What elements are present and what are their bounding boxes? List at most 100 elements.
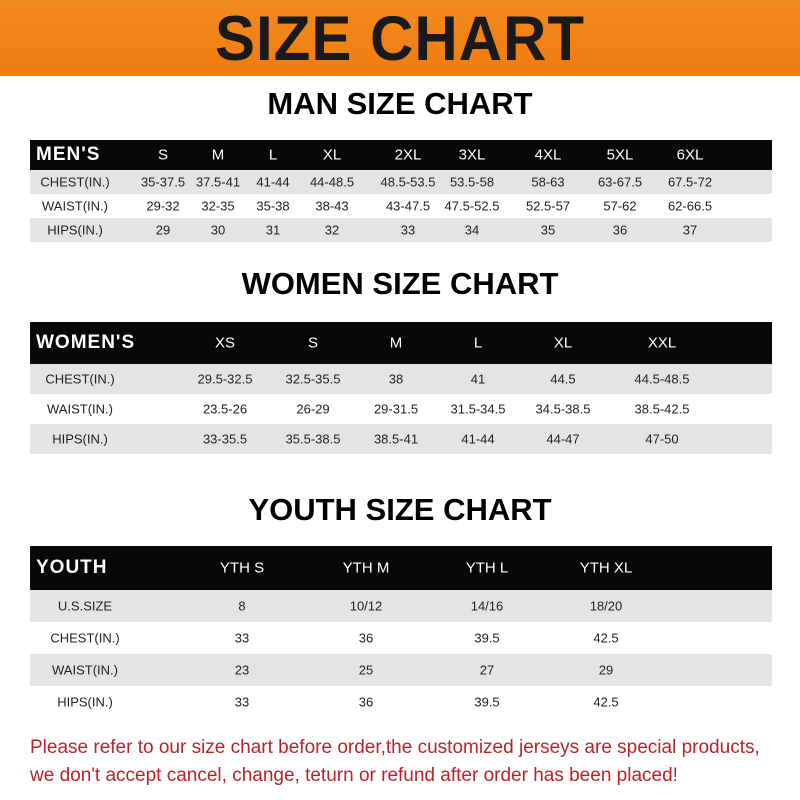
men-section-title: MAN SIZE CHART — [267, 86, 533, 121]
table-cell: 44-48.5 — [309, 174, 355, 190]
table-header-label: MEN'S — [36, 144, 101, 165]
row-label: WAIST(IN.) — [42, 198, 108, 214]
table-cell: 62-66.5 — [667, 198, 713, 214]
table-row: CHEST(IN.) 29.5-32.5 32.5-35.5 38 41 44.5 44.5… — [30, 364, 772, 394]
table-cell: 23.5-26 — [202, 401, 248, 417]
policy-note-line-1: Please refer to our size chart before or… — [30, 737, 760, 758]
size-header: 5XL — [606, 146, 634, 164]
table-cell: 39.5 — [474, 694, 500, 710]
size-header: XL — [322, 146, 342, 164]
table-cell: 26-29 — [296, 401, 330, 417]
page-title: SIZE CHART — [215, 3, 585, 74]
table-row: CHEST(IN.) 33 36 39.5 42.5 — [30, 622, 772, 654]
table-row: U.S.SIZE 8 10/12 14/16 18/20 — [30, 590, 772, 622]
table-cell: 38.5-42.5 — [634, 401, 690, 417]
size-header: YTH S — [219, 559, 265, 577]
men-size-table: MEN'S S M L XL 2XL 3XL 4XL 5XL 6XL CHEST(IN.) 35-37… — [30, 140, 772, 242]
size-header: 6XL — [676, 146, 704, 164]
table-cell: 36 — [358, 694, 374, 710]
table-row: HIPS(IN.) 33-35.5 35.5-38.5 38.5-41 41-44 44-… — [30, 424, 772, 454]
table-cell: 38.5-41 — [373, 431, 419, 447]
table-cell: 39.5 — [474, 630, 500, 646]
table-cell: 31 — [265, 222, 281, 238]
table-row: HIPS(IN.) 33 36 39.5 42.5 — [30, 686, 772, 718]
table-cell: 58-63 — [531, 174, 565, 190]
youth-section-title: YOUTH SIZE CHART — [248, 492, 552, 527]
table-cell: 32-35 — [201, 198, 235, 214]
table-row: CHEST(IN.) 35-37.5 37.5-41 41-44 44-48.5 48.5… — [30, 170, 772, 194]
table-cell: 25 — [358, 662, 374, 678]
table-cell: 29 — [155, 222, 171, 238]
table-row: HIPS(IN.) 29 30 31 32 33 34 35 36 37 — [30, 218, 772, 242]
size-header: XXL — [647, 334, 677, 352]
table-cell: 8 — [238, 598, 246, 614]
size-header: 4XL — [534, 146, 562, 164]
table-cell: 29-32 — [146, 198, 180, 214]
size-header: XL — [553, 334, 573, 352]
youth-header-row: YOUTH YTH S YTH M YTH L YTH XL — [30, 546, 772, 590]
table-row: WAIST(IN.) 23 25 27 29 — [30, 654, 772, 686]
table-cell: 63-67.5 — [597, 174, 643, 190]
row-label: WAIST(IN.) — [47, 401, 113, 417]
table-cell: 34 — [464, 222, 480, 238]
table-cell: 33 — [400, 222, 416, 238]
table-cell: 48.5-53.5 — [380, 174, 436, 190]
men-header-row: MEN'S S M L XL 2XL 3XL 4XL 5XL 6XL — [30, 140, 772, 170]
row-label: CHEST(IN.) — [40, 174, 110, 190]
table-header-label: WOMEN'S — [36, 332, 136, 353]
table-cell: 44.5 — [550, 371, 576, 387]
table-cell: 35-37.5 — [140, 174, 186, 190]
table-cell: 38 — [388, 371, 404, 387]
table-cell: 36 — [358, 630, 374, 646]
table-cell: 33 — [234, 630, 250, 646]
table-cell: 42.5 — [593, 630, 619, 646]
table-cell: 31.5-34.5 — [450, 401, 506, 417]
table-cell: 36 — [612, 222, 628, 238]
size-header: L — [268, 146, 278, 164]
table-cell: 38-43 — [315, 198, 349, 214]
table-cell: 18/20 — [589, 598, 623, 614]
size-header: YTH L — [465, 559, 509, 577]
table-cell: 33-35.5 — [202, 431, 248, 447]
youth-size-table: YOUTH YTH S YTH M YTH L YTH XL U.S.SIZE 8 10/12… — [30, 546, 772, 718]
table-cell: 14/16 — [470, 598, 504, 614]
row-label: CHEST(IN.) — [45, 371, 115, 387]
size-header: S — [157, 146, 169, 164]
row-label: WAIST(IN.) — [52, 662, 118, 678]
size-header: M — [211, 146, 225, 164]
table-header-label: YOUTH — [36, 557, 108, 578]
table-row: WAIST(IN.) 29-32 32-35 35-38 38-43 43-47.5 47.… — [30, 194, 772, 218]
table-cell: 23 — [234, 662, 250, 678]
table-cell: 57-62 — [603, 198, 637, 214]
women-size-table: WOMEN'S XS S M L XL XXL CHEST(IN.) 29.5-32.5 32.5… — [30, 322, 772, 454]
table-cell: 35-38 — [256, 198, 290, 214]
table-cell: 53.5-58 — [449, 174, 495, 190]
row-label: HIPS(IN.) — [57, 694, 113, 710]
size-header: M — [389, 334, 403, 352]
table-cell: 41-44 — [256, 174, 290, 190]
size-header: 3XL — [458, 146, 486, 164]
table-cell: 29 — [598, 662, 614, 678]
row-label: HIPS(IN.) — [47, 222, 103, 238]
table-cell: 67.5-72 — [667, 174, 713, 190]
policy-note-line-2: we don't accept cancel, change, teturn o… — [30, 765, 678, 786]
table-cell: 44-47 — [546, 431, 580, 447]
table-cell: 10/12 — [349, 598, 383, 614]
table-row: WAIST(IN.) 23.5-26 26-29 29-31.5 31.5-34.5 34… — [30, 394, 772, 424]
table-cell: 32 — [324, 222, 340, 238]
table-cell: 30 — [210, 222, 226, 238]
size-header: S — [307, 334, 319, 352]
banner: SIZE CHART — [0, 0, 800, 76]
size-header: 2XL — [394, 146, 422, 164]
women-section-title: WOMEN SIZE CHART — [241, 266, 559, 301]
table-cell: 35 — [540, 222, 556, 238]
table-cell: 47-50 — [645, 431, 679, 447]
row-label: U.S.SIZE — [57, 598, 113, 614]
size-header: L — [473, 334, 483, 352]
table-cell: 35.5-38.5 — [285, 431, 341, 447]
size-header: XS — [214, 334, 236, 352]
table-cell: 37 — [682, 222, 698, 238]
table-cell: 44.5-48.5 — [634, 371, 690, 387]
row-label: CHEST(IN.) — [50, 630, 120, 646]
table-cell: 29-31.5 — [373, 401, 419, 417]
